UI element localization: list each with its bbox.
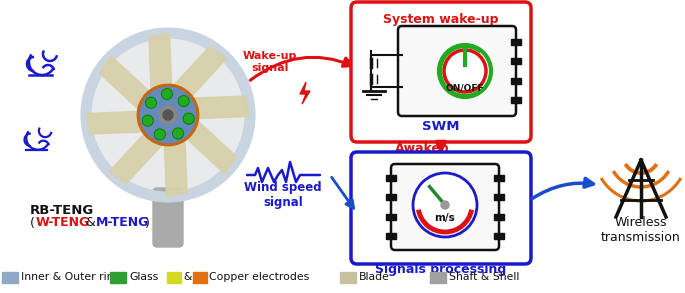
Text: Glass: Glass bbox=[129, 272, 158, 282]
Circle shape bbox=[439, 45, 491, 97]
Text: M-TENG: M-TENG bbox=[96, 217, 149, 229]
Bar bbox=[494, 233, 504, 239]
Circle shape bbox=[173, 128, 184, 139]
Text: m/s: m/s bbox=[434, 213, 456, 223]
Bar bbox=[340, 272, 356, 283]
Text: Awaken: Awaken bbox=[395, 142, 450, 154]
Circle shape bbox=[163, 110, 173, 120]
Polygon shape bbox=[110, 128, 165, 183]
Polygon shape bbox=[189, 96, 249, 119]
Circle shape bbox=[159, 106, 177, 124]
Text: Wake-up
signal: Wake-up signal bbox=[242, 51, 297, 73]
Text: Blade: Blade bbox=[359, 272, 390, 282]
Bar bbox=[193, 272, 207, 283]
FancyBboxPatch shape bbox=[153, 188, 183, 247]
Bar bbox=[511, 58, 521, 64]
Circle shape bbox=[183, 113, 194, 124]
Polygon shape bbox=[99, 56, 155, 112]
Text: RB-TENG: RB-TENG bbox=[30, 204, 95, 217]
Circle shape bbox=[413, 173, 477, 237]
FancyBboxPatch shape bbox=[351, 152, 531, 264]
Polygon shape bbox=[164, 136, 187, 197]
Bar bbox=[494, 214, 504, 220]
FancyBboxPatch shape bbox=[398, 26, 516, 116]
Bar bbox=[511, 39, 521, 45]
FancyBboxPatch shape bbox=[391, 164, 499, 250]
Bar bbox=[386, 194, 396, 200]
Bar bbox=[2, 272, 18, 283]
Circle shape bbox=[86, 33, 250, 197]
Text: ON/OFF: ON/OFF bbox=[446, 84, 484, 93]
Text: SWM: SWM bbox=[422, 120, 460, 134]
Bar bbox=[167, 272, 181, 283]
Bar bbox=[511, 97, 521, 103]
Text: ): ) bbox=[145, 217, 150, 229]
Bar bbox=[430, 272, 446, 283]
Circle shape bbox=[178, 96, 189, 107]
Bar bbox=[386, 214, 396, 220]
Text: System wake-up: System wake-up bbox=[383, 13, 499, 25]
Circle shape bbox=[444, 50, 486, 92]
Bar bbox=[386, 175, 396, 181]
Text: W-TENG: W-TENG bbox=[36, 217, 90, 229]
Text: SPM: SPM bbox=[425, 241, 458, 253]
Polygon shape bbox=[300, 82, 310, 104]
Text: Inner & Outer ring: Inner & Outer ring bbox=[21, 272, 121, 282]
Bar bbox=[386, 233, 396, 239]
Circle shape bbox=[138, 85, 198, 145]
Text: Shaft & Shell: Shaft & Shell bbox=[449, 272, 519, 282]
Bar bbox=[494, 194, 504, 200]
Text: Wireless
transmission: Wireless transmission bbox=[601, 216, 681, 244]
Text: &: & bbox=[82, 217, 100, 229]
Polygon shape bbox=[171, 47, 227, 102]
Circle shape bbox=[142, 115, 153, 126]
Text: Copper electrodes: Copper electrodes bbox=[209, 272, 309, 282]
Bar bbox=[511, 78, 521, 84]
Polygon shape bbox=[86, 111, 147, 134]
Bar bbox=[494, 175, 504, 181]
Circle shape bbox=[145, 97, 156, 108]
Bar bbox=[110, 272, 126, 283]
Circle shape bbox=[162, 88, 173, 100]
FancyBboxPatch shape bbox=[351, 2, 531, 142]
Text: &: & bbox=[183, 272, 191, 282]
Circle shape bbox=[441, 201, 449, 209]
Polygon shape bbox=[149, 33, 172, 94]
Circle shape bbox=[154, 129, 165, 140]
Polygon shape bbox=[181, 118, 236, 174]
Text: Wind speed
signal: Wind speed signal bbox=[244, 181, 322, 209]
Text: Signals processing: Signals processing bbox=[375, 263, 507, 277]
Text: (: ( bbox=[30, 217, 35, 229]
